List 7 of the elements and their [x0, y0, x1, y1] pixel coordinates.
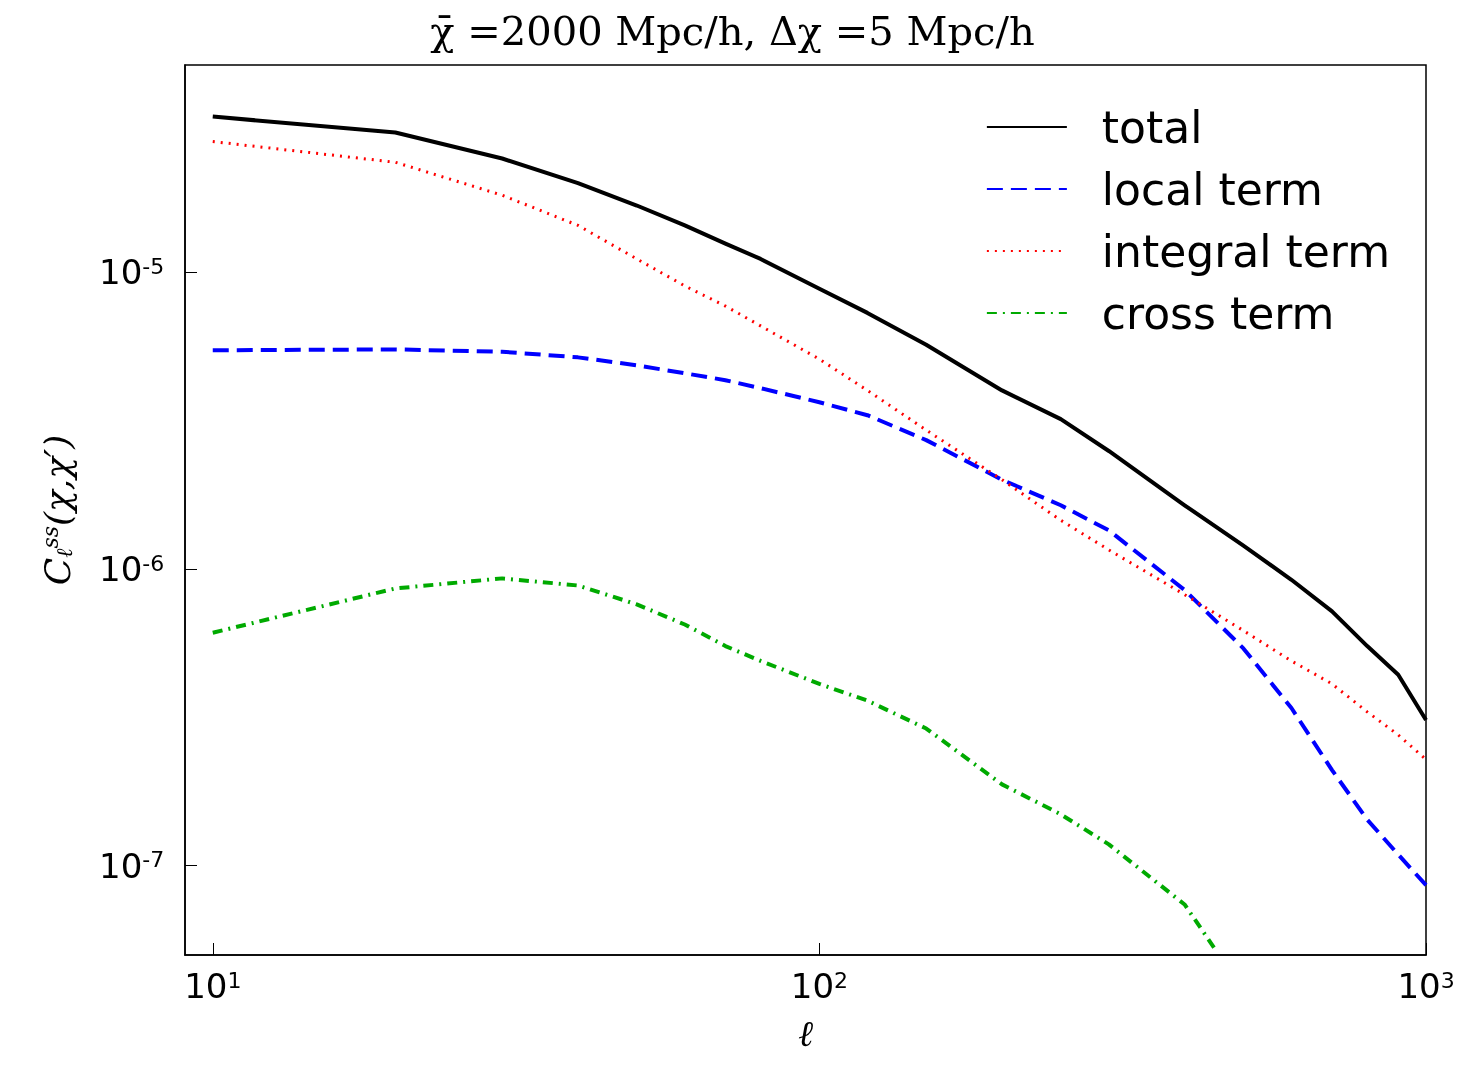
- y-axis-title: Cℓss(χ,χ′): [36, 434, 78, 586]
- chart-title: χ̄ =2000 Mpc/h, Δχ =5 Mpc/h: [430, 8, 1035, 54]
- legend-label: local term: [1101, 163, 1323, 215]
- legend-label: cross term: [1101, 287, 1335, 339]
- x-axis-title: ℓ: [798, 1012, 813, 1054]
- legend-label: integral term: [1101, 225, 1391, 277]
- legend-label: total: [1101, 101, 1203, 153]
